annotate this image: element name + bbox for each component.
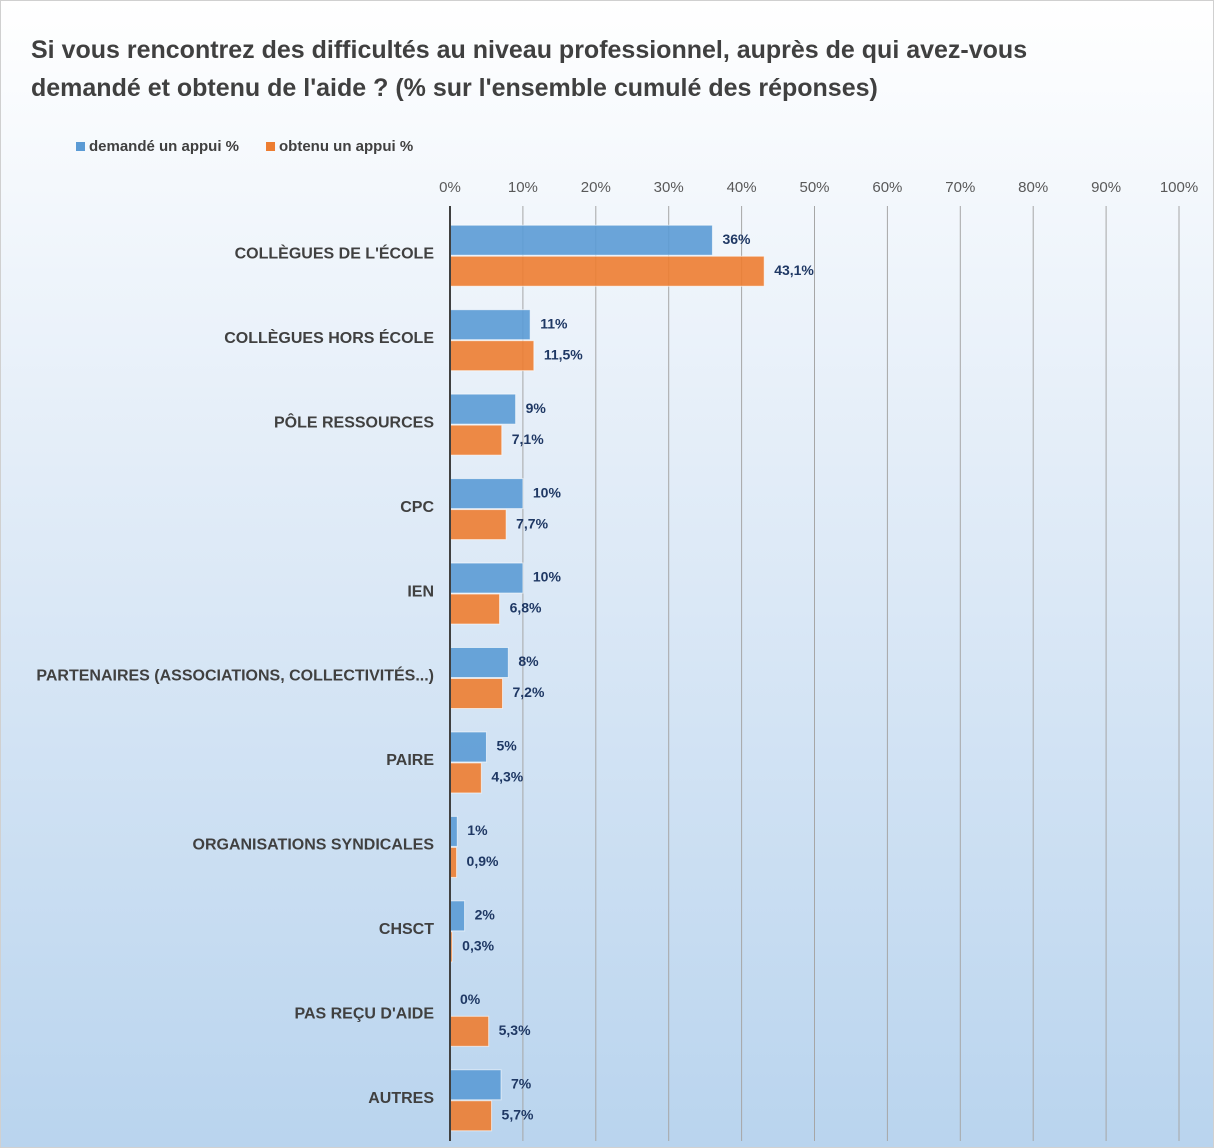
data-label: 7,7%: [516, 515, 548, 531]
data-label: 7,1%: [512, 431, 544, 447]
legend-label: obtenu un appui %: [279, 138, 413, 155]
y-tick-label: PÔLE RESSOURCES: [274, 412, 434, 431]
data-label: 5,7%: [502, 1106, 534, 1122]
x-tick-label: 60%: [872, 179, 902, 196]
y-tick-label: AUTRES: [368, 1090, 434, 1107]
bar: [449, 815, 458, 847]
bar: [449, 678, 503, 709]
y-tick-label: COLLÈGUES DE L'ÉCOLE: [235, 243, 435, 262]
bar: [449, 1069, 502, 1101]
bar: [449, 224, 713, 256]
data-label: 2%: [475, 907, 496, 923]
y-tick-label: IEN: [407, 583, 434, 600]
data-label: 9%: [526, 400, 547, 416]
bar: [449, 900, 466, 932]
bar: [449, 562, 524, 594]
y-tick-label: ORGANISATIONS SYNDICALES: [193, 837, 435, 854]
bar: [449, 731, 487, 763]
x-tick-label: 100%: [1160, 179, 1198, 196]
x-tick-label: 10%: [508, 179, 538, 196]
legend-swatch: [266, 142, 276, 151]
y-tick-label: CHSCT: [379, 921, 434, 938]
x-tick-label: 80%: [1018, 179, 1048, 196]
legend-swatch: [76, 142, 85, 151]
y-tick-label: PAIRE: [386, 752, 434, 769]
data-label: 11%: [540, 315, 568, 331]
bar: [449, 1100, 493, 1132]
x-tick-label: 0%: [439, 179, 461, 196]
bar: [449, 762, 482, 794]
y-tick-label: PARTENAIRES (ASSOCIATIONS, COLLECTIVITÉS…: [36, 666, 434, 685]
data-label: 0%: [460, 991, 481, 1007]
data-label: 1%: [467, 822, 488, 838]
data-label: 10%: [533, 484, 562, 500]
data-label: 4,3%: [491, 769, 523, 785]
x-tick-label: 70%: [945, 179, 975, 196]
bar: [449, 647, 509, 678]
x-tick-label: 50%: [799, 179, 829, 196]
bar: [449, 340, 535, 372]
bar: [449, 424, 503, 456]
bar: [449, 593, 501, 625]
data-label: 7,2%: [512, 684, 544, 700]
legend-label: demandé un appui %: [89, 138, 239, 155]
x-tick-label: 20%: [581, 179, 611, 196]
data-label: 43,1%: [774, 262, 814, 278]
chart-title: Si vous rencontrez des difficultés au ni…: [31, 36, 1028, 102]
data-label: 10%: [533, 569, 562, 585]
y-tick-label: COLLÈGUES HORS ÉCOLE: [224, 328, 434, 347]
bar: [449, 1015, 490, 1047]
x-tick-label: 90%: [1091, 179, 1121, 196]
data-label: 36%: [722, 231, 751, 247]
data-label: 8%: [518, 653, 539, 669]
data-label: 5,3%: [499, 1022, 531, 1038]
data-label: 0,3%: [462, 938, 494, 954]
data-label: 0,9%: [467, 853, 499, 869]
bar: [449, 393, 517, 425]
data-label: 6,8%: [510, 600, 542, 616]
y-tick-label: CPC: [400, 499, 434, 516]
bar: [449, 509, 507, 541]
bar: [449, 478, 524, 510]
bar: [449, 255, 765, 287]
y-tick-label: PAS REÇU D'AIDE: [294, 1006, 434, 1023]
bar: [449, 309, 531, 341]
data-label: 11,5%: [544, 346, 583, 362]
x-tick-label: 30%: [654, 179, 684, 196]
data-label: 5%: [496, 738, 517, 754]
x-tick-label: 40%: [727, 179, 757, 196]
data-label: 7%: [511, 1075, 532, 1091]
